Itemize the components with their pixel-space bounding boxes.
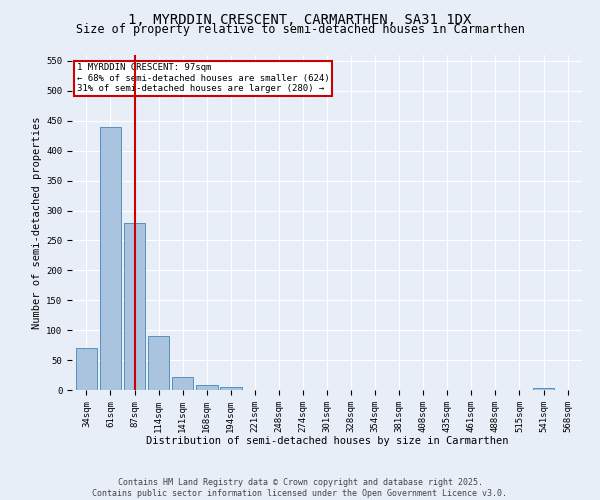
- Bar: [76, 348, 97, 390]
- Text: Contains HM Land Registry data © Crown copyright and database right 2025.
Contai: Contains HM Land Registry data © Crown c…: [92, 478, 508, 498]
- Bar: [100, 127, 121, 390]
- Bar: [196, 384, 218, 390]
- Text: 1 MYRDDIN CRESCENT: 97sqm
← 68% of semi-detached houses are smaller (624)
31% of: 1 MYRDDIN CRESCENT: 97sqm ← 68% of semi-…: [77, 64, 330, 93]
- Text: Size of property relative to semi-detached houses in Carmarthen: Size of property relative to semi-detach…: [76, 22, 524, 36]
- Bar: [533, 388, 554, 390]
- X-axis label: Distribution of semi-detached houses by size in Carmarthen: Distribution of semi-detached houses by …: [146, 436, 508, 446]
- Bar: [220, 387, 242, 390]
- Bar: [148, 336, 169, 390]
- Y-axis label: Number of semi-detached properties: Number of semi-detached properties: [32, 116, 42, 329]
- Text: 1, MYRDDIN CRESCENT, CARMARTHEN, SA31 1DX: 1, MYRDDIN CRESCENT, CARMARTHEN, SA31 1D…: [128, 12, 472, 26]
- Bar: [172, 377, 193, 390]
- Bar: [124, 222, 145, 390]
